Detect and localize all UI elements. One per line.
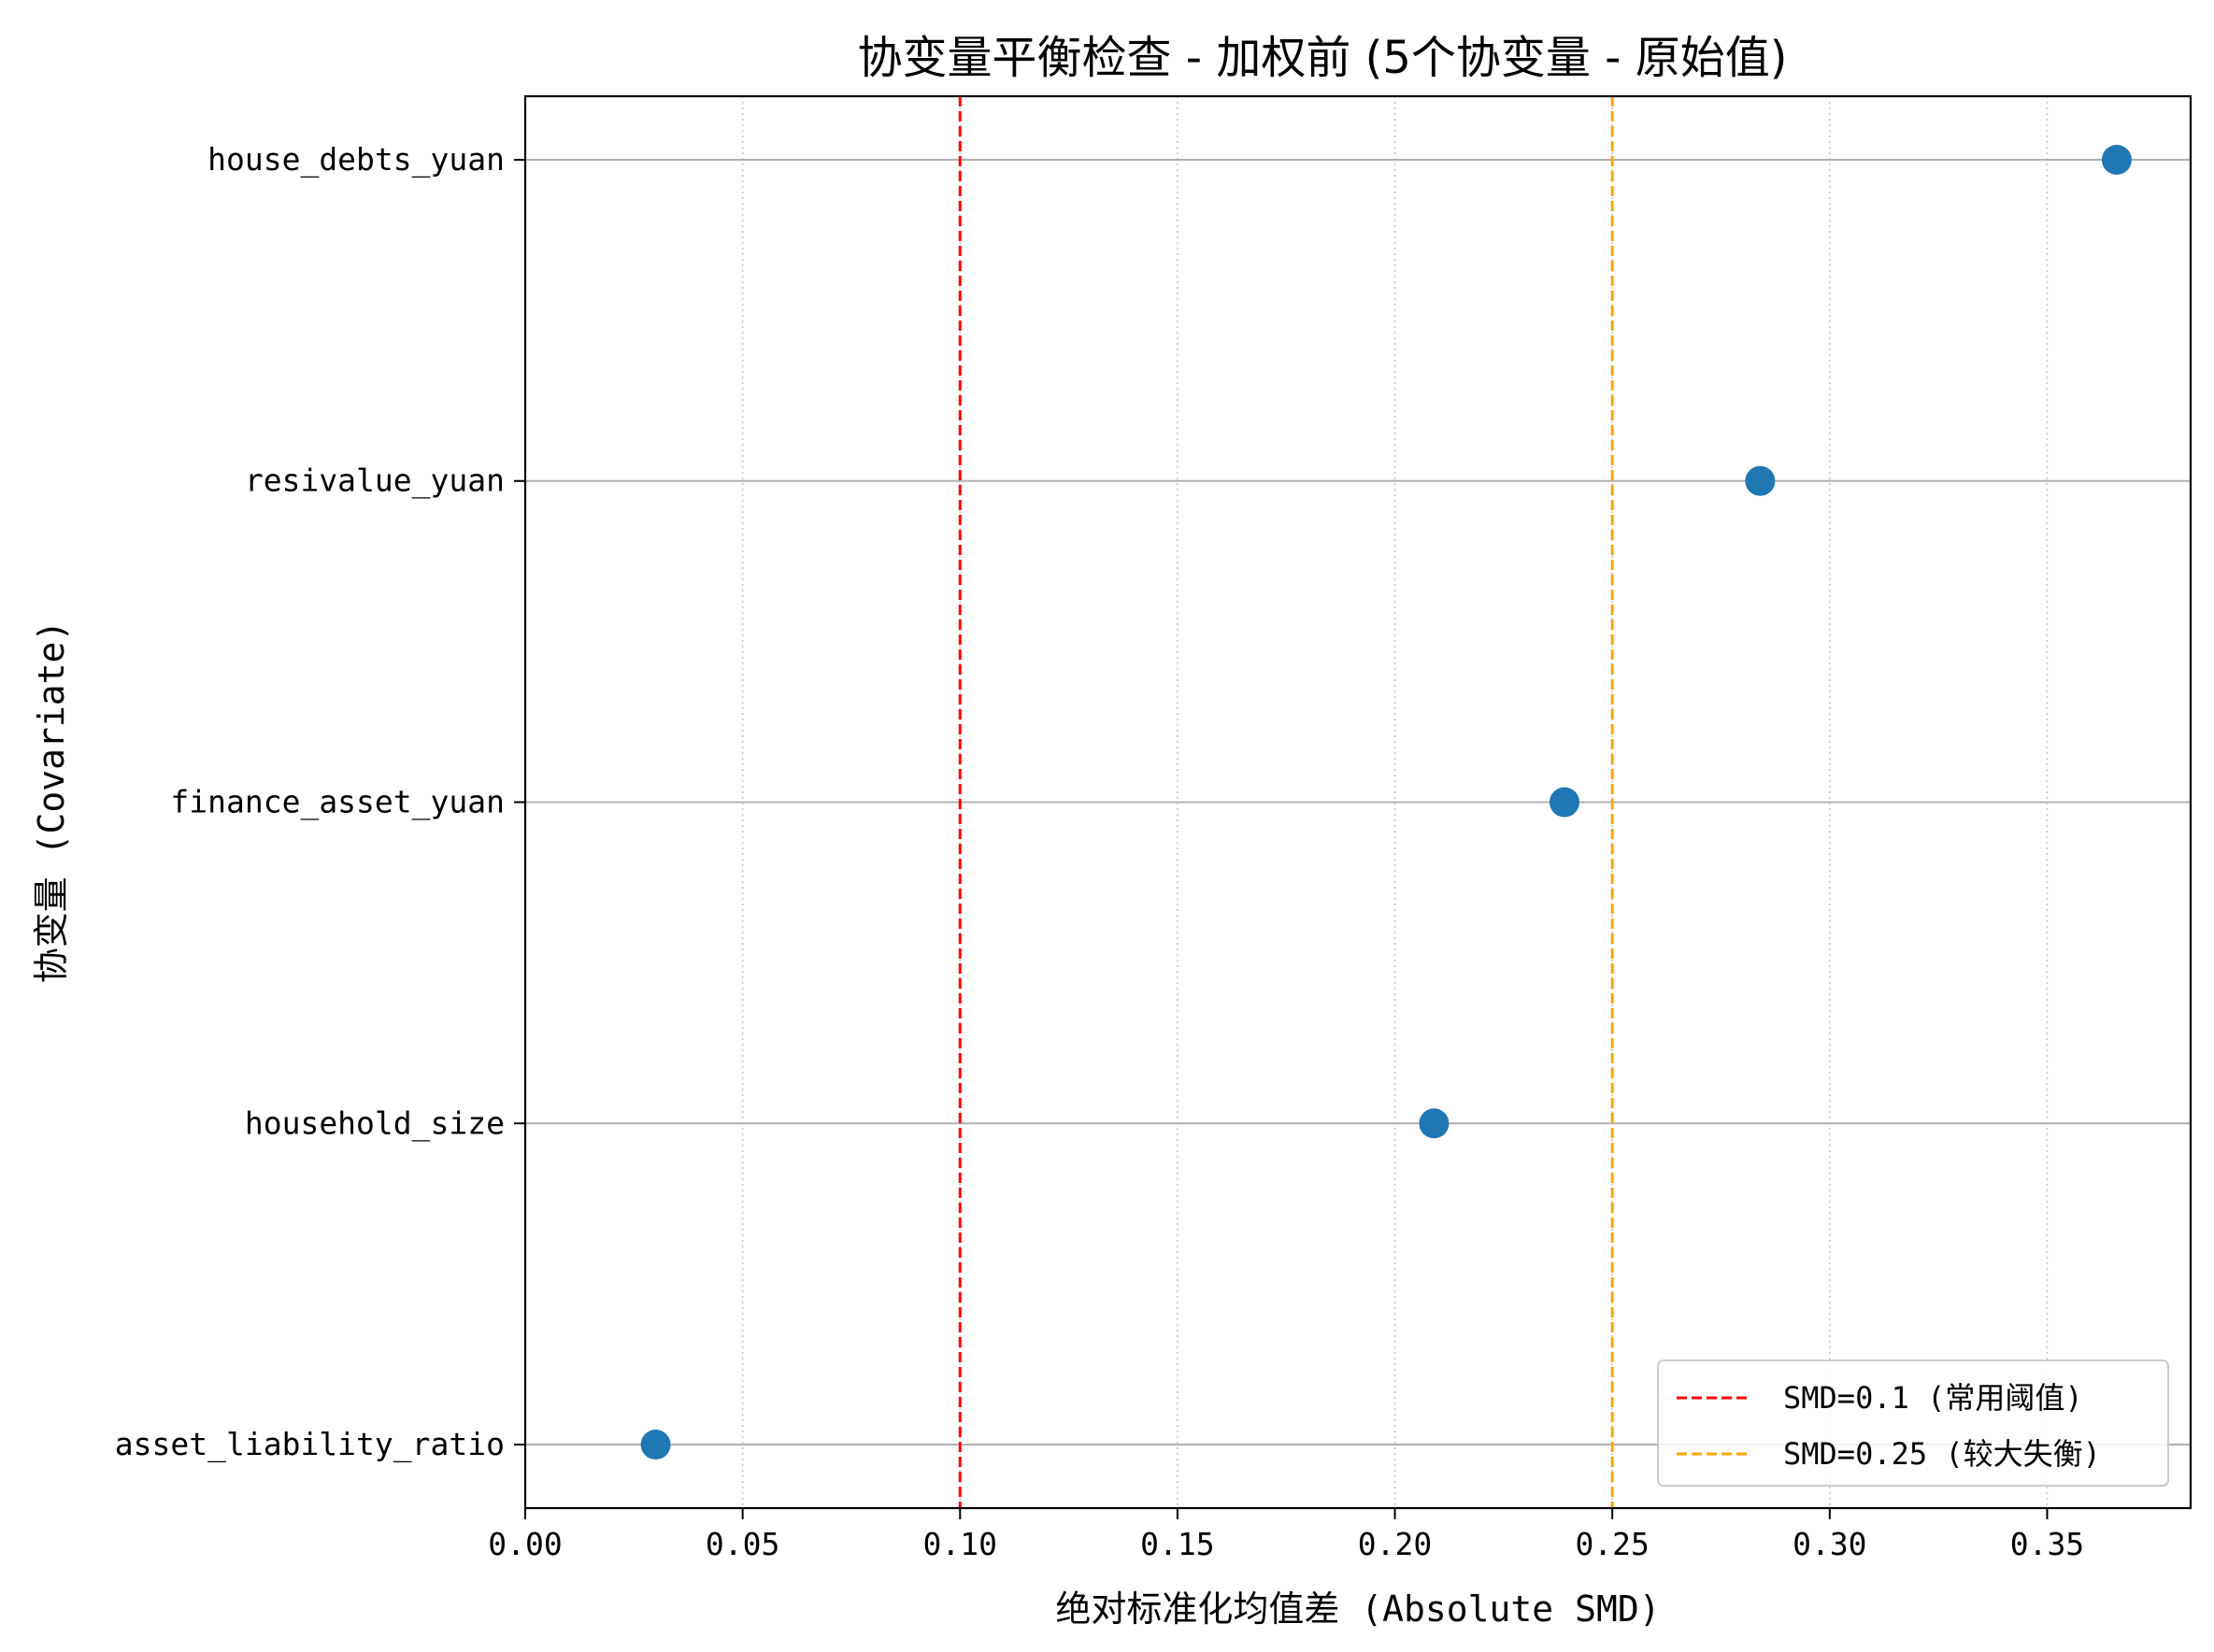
y-tick-label: household_size (245, 1104, 505, 1142)
x-tick-label: 0.05 (706, 1526, 779, 1562)
y-tick-label: house_debts_yuan (207, 141, 505, 178)
x-tick-label: 0.00 (488, 1526, 562, 1562)
x-tick-label: 0.35 (2010, 1526, 2084, 1562)
chart-title: 协变量平衡检查 - 加权前 (5个协变量 - 原始值) (858, 32, 1788, 84)
x-tick-label: 0.15 (1140, 1526, 1214, 1562)
data-points (640, 144, 2132, 1460)
x-tick-label: 0.20 (1358, 1526, 1432, 1562)
y-tick-label: resivalue_yuan (245, 463, 505, 500)
x-axis-title: 绝对标准化均值差 (Absolute SMD) (1055, 1588, 1660, 1630)
data-point-asset-liability-ratio (640, 1430, 671, 1460)
data-point-resivalue-yuan (1745, 465, 1776, 496)
data-point-household-size (1419, 1108, 1450, 1139)
y-gridlines (525, 158, 2191, 1446)
data-point-finance-asset-yuan (1550, 787, 1580, 818)
reference-lines (958, 96, 1614, 1508)
y-axis-title: 协变量 (Covariate) (31, 620, 72, 984)
y-axis-ticks: house_debts_yuan resivalue_yuan finance_as… (115, 141, 525, 1463)
legend: SMD=0.1 (常用阈值) SMD=0.25 (较大失衡) (1657, 1360, 2169, 1487)
legend-label-threshold-0-1: SMD=0.1 (常用阈值) (1783, 1380, 2083, 1416)
y-tick-label: finance_asset_yuan (170, 784, 505, 821)
x-tick-label: 0.30 (1793, 1526, 1866, 1562)
x-tick-label: 0.25 (1575, 1526, 1649, 1562)
legend-box (1657, 1360, 2169, 1487)
data-point-house-debts-yuan (2101, 144, 2132, 175)
y-tick-label: asset_liability_ratio (115, 1426, 505, 1463)
legend-label-threshold-0-25: SMD=0.25 (较大失衡) (1783, 1436, 2101, 1472)
x-tick-label: 0.10 (923, 1526, 997, 1562)
x-axis-ticks: 0.00 0.05 0.10 0.15 0.20 0.25 0.30 0.35 (488, 1508, 2084, 1562)
